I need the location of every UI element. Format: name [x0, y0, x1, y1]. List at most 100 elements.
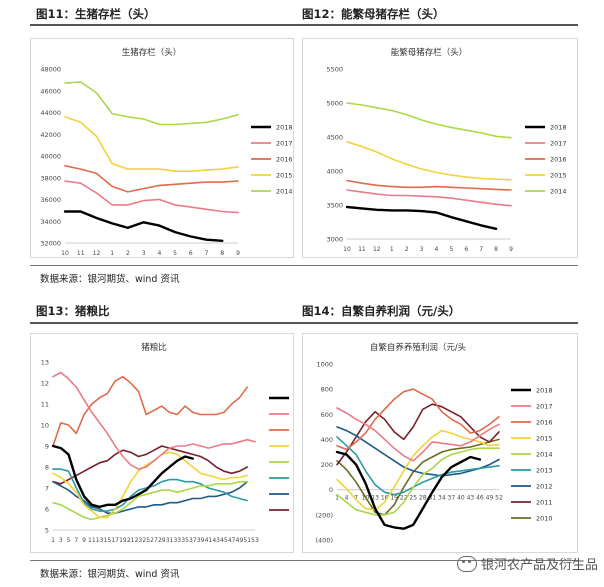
x-tick-label: 39 [197, 537, 205, 544]
legend-label-2016: 2016 [276, 156, 293, 164]
series-line-2017 [346, 189, 512, 207]
series-line-2014 [64, 81, 239, 126]
y-tick-label: 11 [41, 401, 49, 409]
source-bottom-rule [30, 560, 578, 561]
x-tick-label: 5 [173, 250, 177, 257]
series-line-2018 [345, 205, 498, 230]
x-tick-label: 41 [205, 537, 213, 544]
y-tick-label: 3000 [326, 236, 343, 244]
source-top-rule [30, 265, 578, 266]
series-line-2018 [63, 210, 224, 242]
y-tick-label: 0 [329, 486, 333, 494]
chart-title: 猪粮比 [141, 342, 167, 353]
legend-label-2010: 2010 [536, 515, 553, 523]
series-line-2015 [52, 451, 248, 519]
y-tick-label: 36000 [40, 196, 61, 204]
x-tick-label: 6 [464, 246, 468, 253]
x-tick-label: 17 [111, 537, 119, 544]
x-tick-label: 19 [390, 495, 398, 502]
x-tick-label: 43 [467, 495, 475, 502]
chart-title: 能繁母猪存栏（头） [391, 47, 468, 58]
chart-hog-inventory: 生猪存栏（头） 32000 34000 36000 38000 40000 42000 440… [40, 47, 293, 257]
wechat-logo-icon [456, 555, 477, 572]
y-tick-label: 32000 [40, 240, 61, 248]
series-line-2013 [336, 436, 500, 496]
x-tick-label: 10 [61, 250, 69, 257]
x-tick-label: 1 [51, 537, 55, 544]
x-tick-label: 27 [150, 537, 158, 544]
x-tick-label: 3 [420, 246, 424, 253]
x-tick-label: 34 [438, 495, 446, 502]
chart-breeding-profit: 自繁自养养殖利润（元/头 (400) (200) 0 200 400 600 800 1000 1… [316, 342, 553, 545]
x-tick-label: 45 [220, 537, 228, 544]
y-tick-label: 1000 [316, 361, 333, 369]
x-tick-label: 8 [220, 250, 224, 257]
chart-panel-hog-inventory: 生猪存栏（头） 32000 34000 36000 38000 40000 42000 440… [30, 38, 294, 258]
figure-13-title: 图13：猪粮比 [36, 304, 110, 318]
source-note-bottom: 数据来源：银河期货、wind 资讯 [40, 569, 180, 580]
x-tick-label: 10 [343, 246, 351, 253]
y-tick-label: (200) [316, 511, 333, 519]
top-rule [30, 24, 578, 26]
y-tick-label: 600 [321, 411, 333, 419]
x-tick-label: 23 [135, 537, 143, 544]
legend-label-2017: 2017 [276, 140, 293, 148]
legend-label-2015: 2015 [550, 172, 567, 180]
legend-label-2014: 2014 [536, 451, 553, 459]
x-tick-label: 49 [486, 495, 494, 502]
y-tick-label: 4500 [326, 134, 343, 142]
x-tick-label: 5 [449, 246, 453, 253]
x-tick-label: 13 [96, 537, 104, 544]
series-line-2016 [346, 179, 512, 191]
chart-panel-sow-inventory: 能繁母猪存栏（头） 3000 3500 4000 4500 5000 5500 10 11 12 1… [302, 38, 578, 258]
x-tick-label: 35 [181, 537, 189, 544]
legend-label-2012: 2012 [536, 483, 553, 491]
x-tick-label: 4 [157, 250, 161, 257]
y-tick-label: 6 [45, 506, 49, 514]
y-tick-label: 5 [45, 527, 49, 535]
series-line-2016 [336, 388, 500, 451]
y-tick-label: 3500 [326, 202, 343, 210]
y-tick-label: 12 [41, 380, 49, 388]
series-line-2011 [52, 445, 248, 485]
figure-14-title: 图14：自繁自养利润（元/头） [302, 304, 461, 318]
x-tick-label: 1 [335, 495, 339, 502]
y-tick-label: 13 [41, 359, 49, 367]
watermark-text: 银河农产品及衍生品 [480, 558, 598, 573]
legend-label-2014: 2014 [276, 188, 293, 196]
x-tick-label: 51 [243, 537, 251, 544]
chart-title: 生猪存栏（头） [122, 47, 182, 58]
series-line-2012 [52, 480, 248, 514]
x-tick-label: 9 [82, 537, 86, 544]
x-tick-label: 21 [127, 537, 135, 544]
x-tick-label: 22 [400, 495, 408, 502]
x-tick-label: 37 [189, 537, 197, 544]
x-tick-label: 2 [126, 250, 130, 257]
y-tick-label: 10 [41, 422, 49, 430]
source-note-top: 数据来源：银河期货、wind 资讯 [40, 274, 180, 285]
x-tick-label: 9 [236, 250, 240, 257]
y-tick-label: 5000 [326, 100, 343, 108]
chart-panel-breeding-profit: 自繁自养养殖利润（元/头 (400) (200) 0 200 400 600 800 1000 1… [302, 333, 578, 553]
x-tick-label: 25 [409, 495, 417, 502]
middle-rule [30, 322, 578, 324]
series-line-2015 [346, 141, 512, 181]
x-tick-label: 31 [166, 537, 174, 544]
x-tick-label: 47 [228, 537, 236, 544]
y-tick-label: 44000 [40, 109, 61, 117]
y-tick-label: 4000 [326, 168, 343, 176]
series-line-2018 [335, 450, 482, 530]
figure-12-title: 图12：能繁母猪存栏（头） [302, 7, 445, 21]
y-tick-label: (400) [316, 537, 333, 545]
x-tick-label: 4 [345, 495, 349, 502]
x-tick-label: 29 [158, 537, 166, 544]
x-tick-label: 2 [405, 246, 409, 253]
x-tick-label: 28 [419, 495, 427, 502]
y-tick-label: 38000 [40, 174, 61, 182]
y-tick-label: 46000 [40, 87, 61, 95]
series-line-2015 [336, 429, 500, 511]
series-line-2016 [52, 375, 248, 447]
legend-label-2015: 2015 [536, 435, 553, 443]
series-line-2017 [52, 371, 256, 470]
